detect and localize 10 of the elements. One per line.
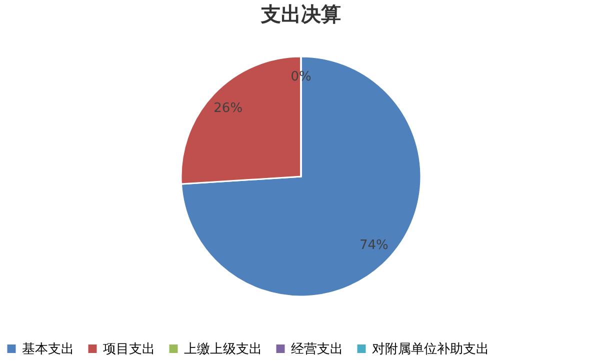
- legend-label: 项目支出: [103, 342, 155, 357]
- pie-slice: [180, 56, 422, 298]
- text: 0%: [290, 70, 312, 84]
- legend-label: 经营支出: [291, 342, 343, 357]
- legend-label: 对附属单位补助支出: [372, 342, 489, 357]
- chart-title: 支出决算: [260, 2, 341, 26]
- legend-label: 上缴上级支出: [184, 342, 262, 357]
- data-label: 74%: [359, 238, 388, 253]
- data-label: 26%: [214, 101, 243, 116]
- legend-label: 基本支出: [22, 342, 74, 357]
